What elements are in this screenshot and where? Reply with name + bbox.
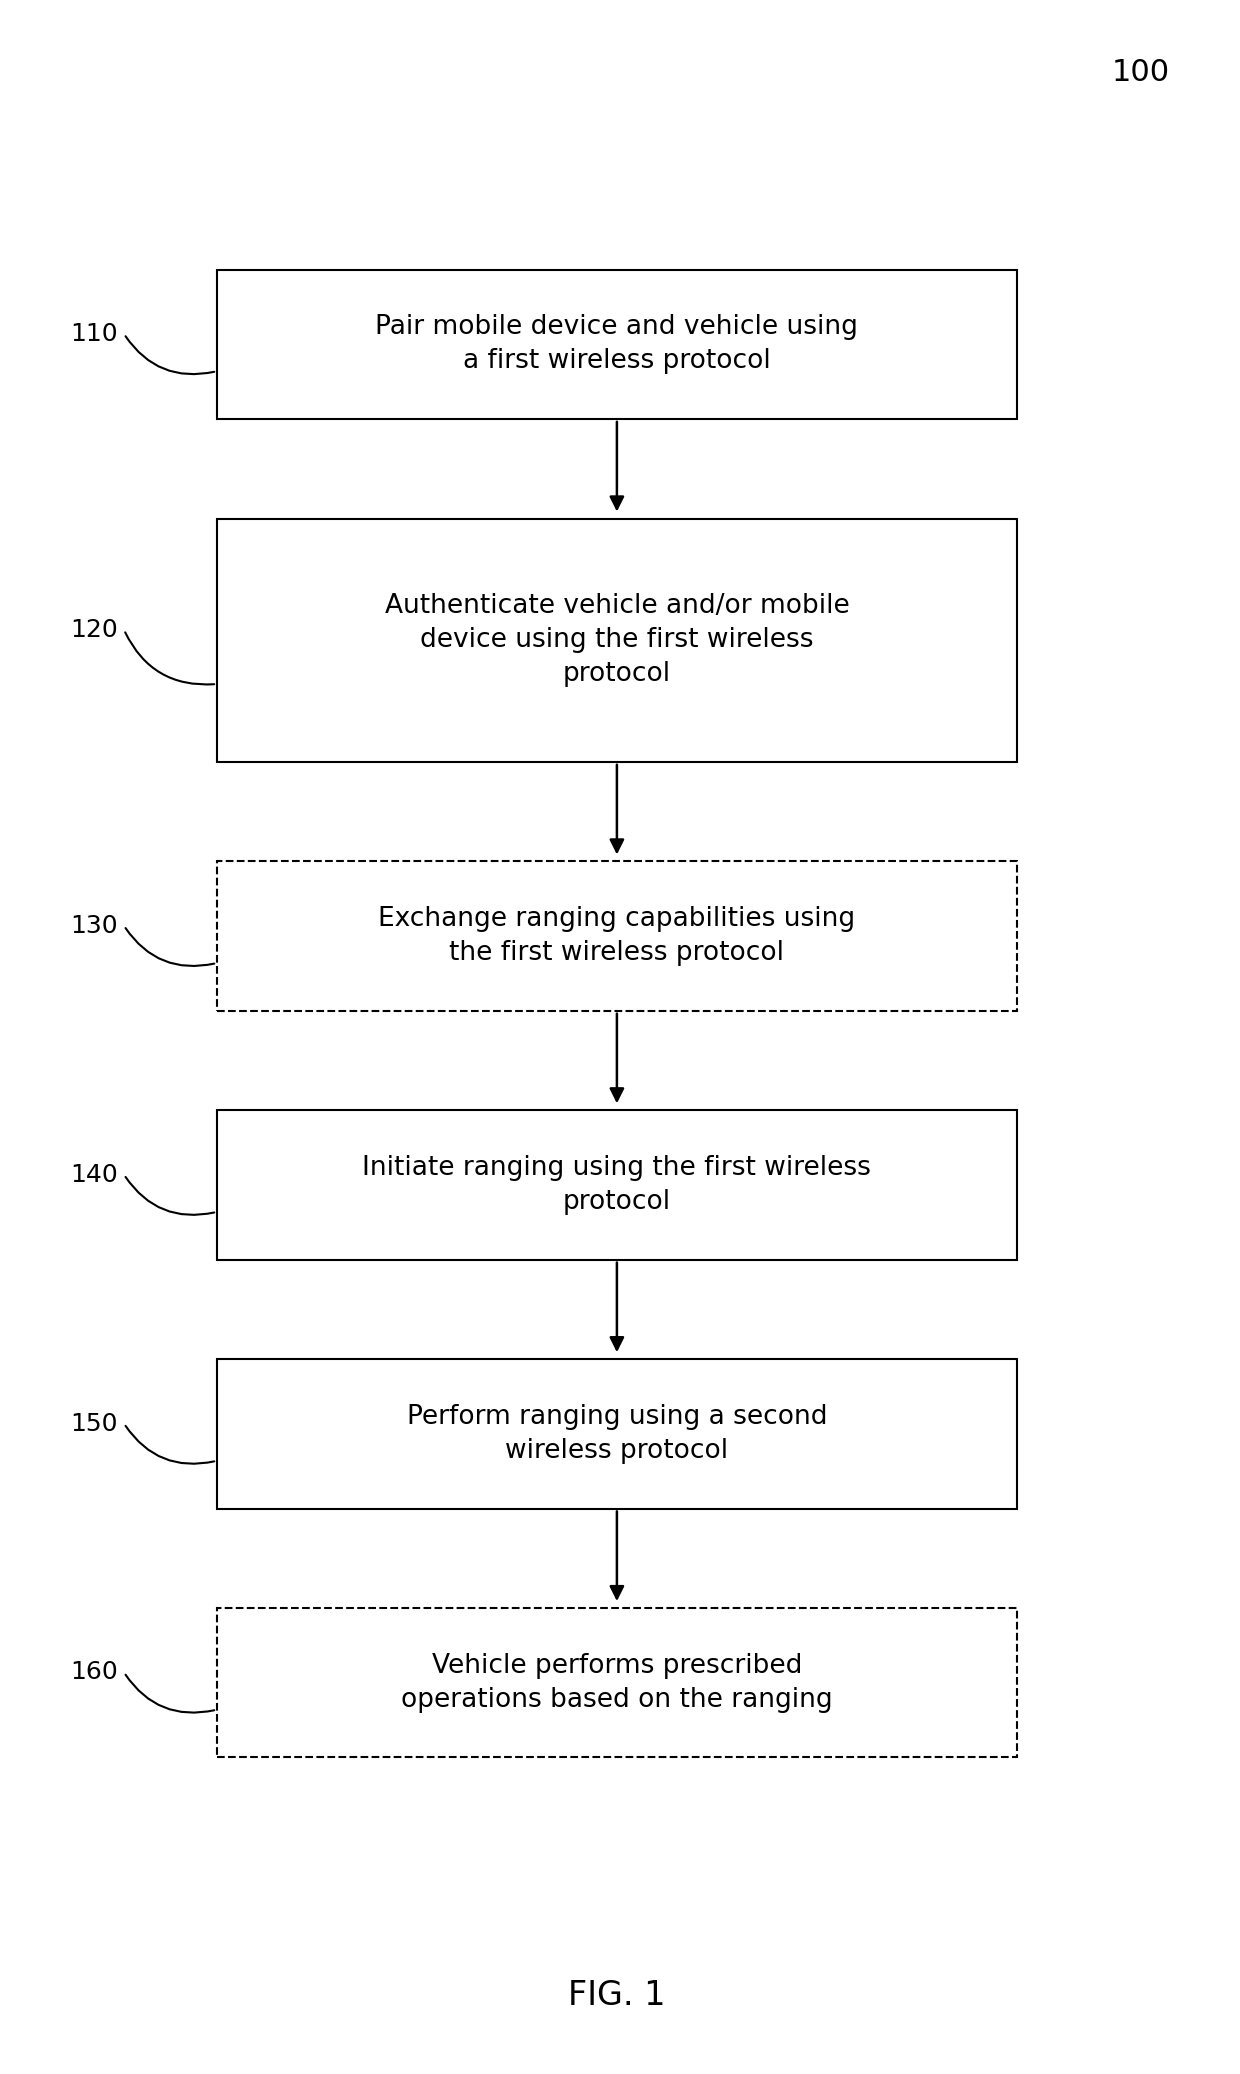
Bar <box>217 1358 1017 1508</box>
Text: 110: 110 <box>71 321 118 346</box>
Text: 130: 130 <box>71 915 118 937</box>
Bar <box>217 1607 1017 1757</box>
Text: Authenticate vehicle and/or mobile
device using the first wireless
protocol: Authenticate vehicle and/or mobile devic… <box>384 593 849 686</box>
Text: 100: 100 <box>1112 58 1169 87</box>
Text: FIG. 1: FIG. 1 <box>568 1979 666 2012</box>
Text: Vehicle performs prescribed
operations based on the ranging: Vehicle performs prescribed operations b… <box>401 1653 833 1713</box>
Text: Initiate ranging using the first wireless
protocol: Initiate ranging using the first wireles… <box>362 1155 872 1215</box>
Bar <box>217 270 1017 419</box>
Text: 140: 140 <box>69 1164 118 1186</box>
Bar <box>217 518 1017 761</box>
Text: Exchange ranging capabilities using
the first wireless protocol: Exchange ranging capabilities using the … <box>378 906 856 966</box>
Bar <box>217 1110 1017 1259</box>
Text: 150: 150 <box>71 1412 118 1435</box>
Text: Pair mobile device and vehicle using
a first wireless protocol: Pair mobile device and vehicle using a f… <box>376 315 858 373</box>
Text: 160: 160 <box>69 1661 118 1684</box>
Bar <box>217 861 1017 1010</box>
Text: Perform ranging using a second
wireless protocol: Perform ranging using a second wireless … <box>407 1404 827 1464</box>
Text: 120: 120 <box>69 618 118 641</box>
